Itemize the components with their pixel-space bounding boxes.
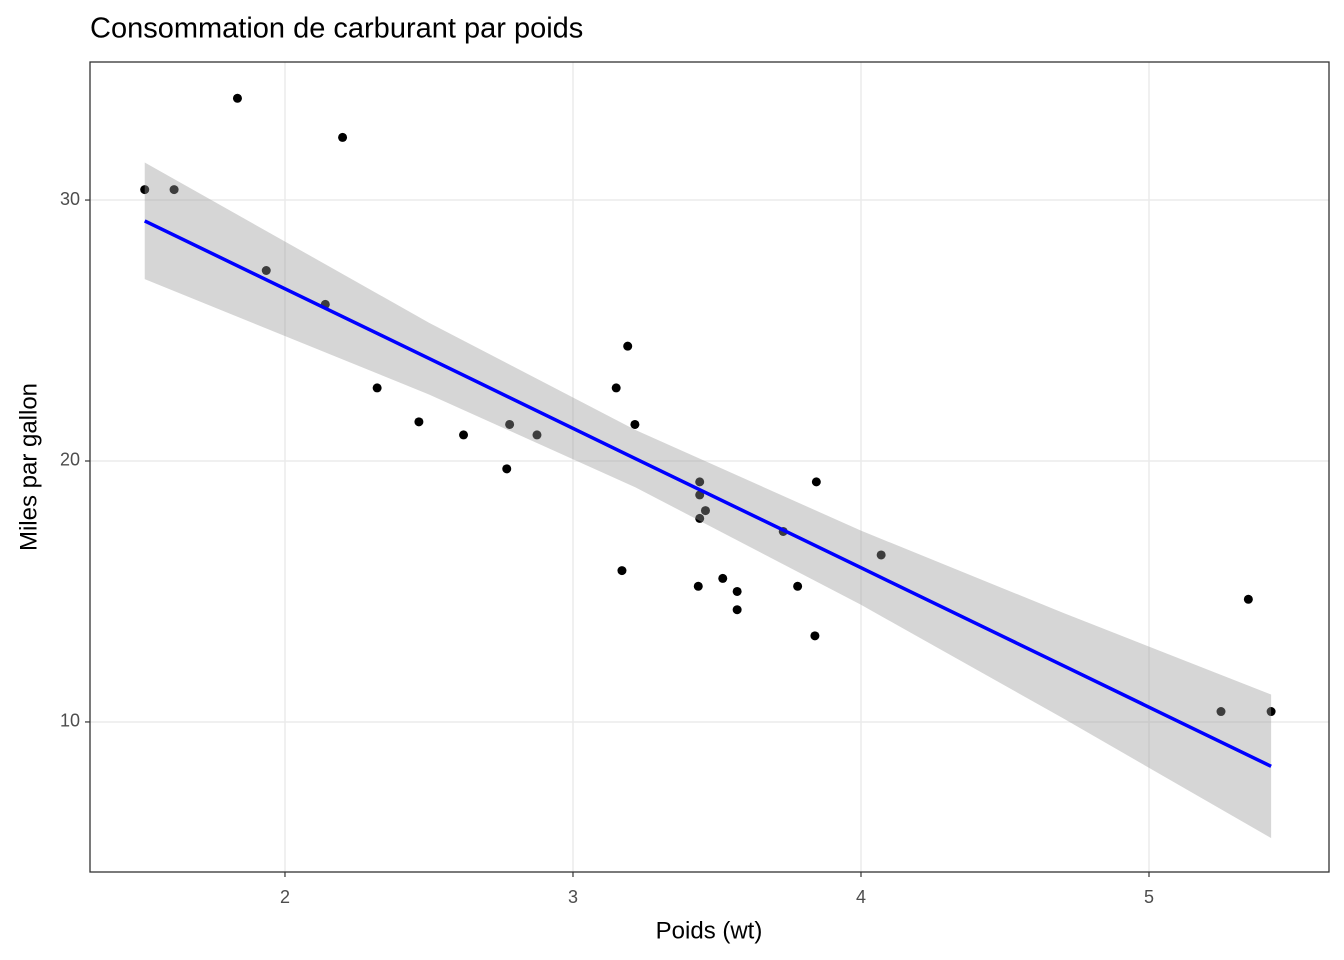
y-axis-label: Miles par gallon [15,383,42,551]
x-tick-label: 4 [856,887,866,907]
point [232,93,242,103]
x-tick-label: 3 [568,887,578,907]
point [700,506,710,516]
y-tick-label: 20 [60,450,80,470]
chart-title: Consommation de carburant par poids [90,13,583,45]
confidence-band [144,162,1272,839]
point [261,266,271,276]
point [732,605,742,615]
x-tick-label: 2 [280,887,290,907]
point [695,513,705,523]
point [502,464,512,474]
point [732,586,742,596]
point [532,430,542,440]
panel-border [89,61,1330,873]
y-tick-label: 30 [60,189,80,209]
point [617,566,627,576]
x-axis-label: Poids (wt) [656,917,763,944]
point [459,430,469,440]
point [505,419,515,429]
x-tick-label: 5 [1144,887,1154,907]
point [140,185,150,195]
point [811,477,821,487]
point [630,419,640,429]
point [169,185,179,195]
point [718,573,728,583]
point [1266,707,1276,717]
fit-line [143,219,1272,768]
point [1243,594,1253,604]
y-tick-label: 10 [60,711,80,731]
point [372,383,382,393]
point [810,631,820,641]
point [611,383,621,393]
point [1216,707,1226,717]
point [338,132,348,142]
point [695,477,705,487]
point [876,550,886,560]
point [793,581,803,591]
point [693,581,703,591]
point [414,417,424,427]
point [623,341,633,351]
